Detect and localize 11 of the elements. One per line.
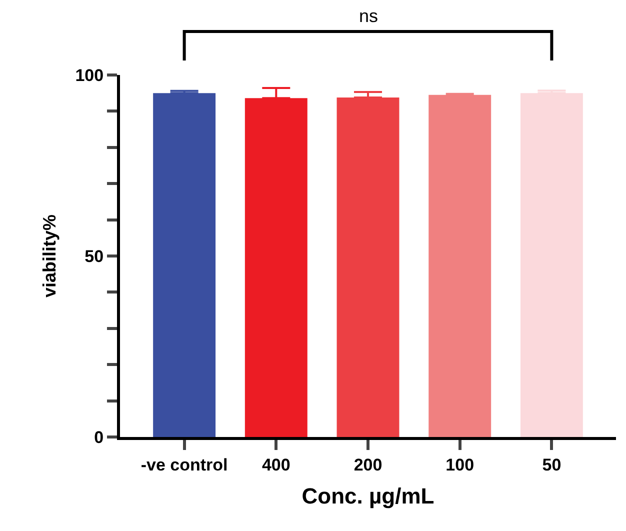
x-tick-label: -ve control [140, 455, 228, 474]
x-axis-title: Conc. µg/mL [302, 483, 434, 508]
x-tick-label: 200 [354, 455, 382, 474]
y-tick-label: 0 [94, 428, 104, 447]
y-tick-label: 100 [75, 66, 104, 85]
x-tick-label: 100 [446, 455, 474, 474]
y-tick-label: 50 [84, 246, 104, 266]
x-tick-label: 400 [262, 455, 290, 474]
y-axis-title: viability% [39, 214, 60, 298]
text: ns [359, 6, 378, 26]
x-tick-label: 50 [542, 455, 562, 474]
